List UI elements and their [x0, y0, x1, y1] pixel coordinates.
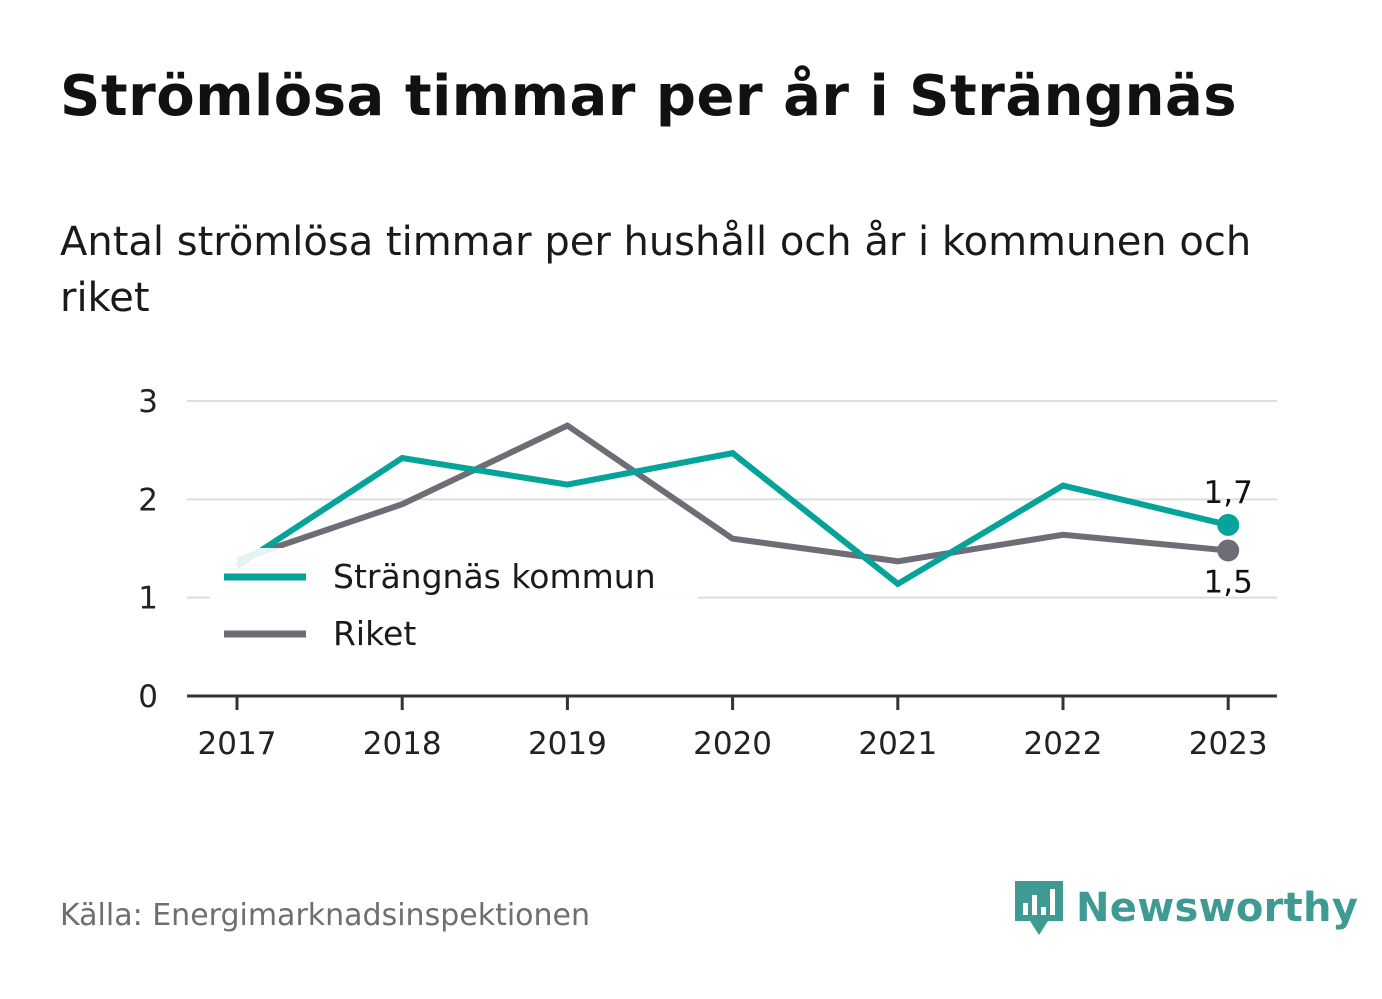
- x-tick-label: 2019: [528, 726, 607, 762]
- x-tick-label: 2017: [198, 726, 277, 762]
- series-line-strangnas-kommun: [235, 449, 1229, 588]
- y-tick-label: 1: [138, 581, 158, 617]
- x-tick-label: 2021: [858, 726, 937, 762]
- y-tick-label: 3: [138, 384, 158, 420]
- legend-label: Riket: [333, 614, 416, 653]
- x-tick-label: 2023: [1189, 726, 1268, 762]
- series-line-riket: [236, 422, 1229, 565]
- source-note: Källa: Energimarknadsinspektionen: [60, 898, 591, 933]
- bar-chart-speech-bubble-icon: [1015, 881, 1063, 935]
- end-value-label: 1,7: [1204, 475, 1253, 511]
- x-tick-label: 2022: [1024, 726, 1103, 762]
- end-point-marker: [1217, 513, 1240, 536]
- chart-subtitle: Antal strömlösa timmar per hushåll och å…: [60, 219, 1252, 321]
- brand-logo: Newsworthy: [1012, 878, 1358, 938]
- x-tick-label: 2020: [693, 726, 772, 762]
- x-tick-label: 2018: [363, 726, 442, 762]
- y-tick-label: 2: [138, 482, 158, 518]
- legend-label: Strängnäs kommun: [333, 557, 656, 596]
- end-value-label: 1,5: [1204, 564, 1253, 600]
- chart-title: Strömlösa timmar per år i Strängnäs: [60, 64, 1238, 129]
- y-tick-label: 0: [138, 679, 158, 715]
- end-point-marker: [1217, 539, 1240, 562]
- brand-name: Newsworthy: [1076, 885, 1359, 931]
